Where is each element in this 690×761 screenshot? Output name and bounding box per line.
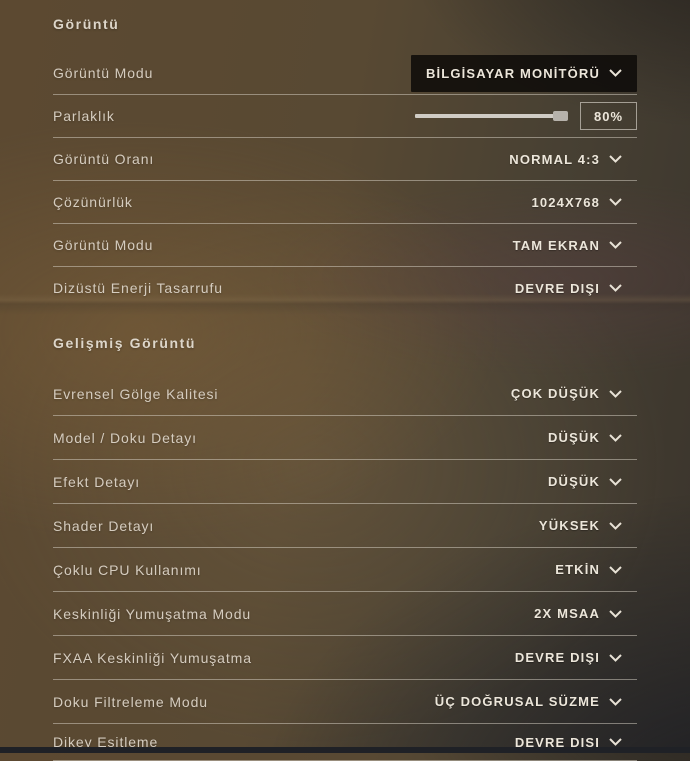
- model-texture-detail-dropdown[interactable]: DÜŞÜK: [548, 430, 637, 445]
- setting-row: Evrensel Gölge Kalitesi ÇOK DÜŞÜK: [53, 372, 637, 416]
- setting-row: Görüntü Modu TAM EKRAN: [53, 224, 637, 267]
- chevron-down-icon: [609, 241, 622, 249]
- chevron-down-icon: [609, 609, 622, 618]
- setting-row: Doku Filtreleme Modu ÜÇ DOĞRUSAL SÜZME: [53, 680, 637, 724]
- setting-row: Görüntü Oranı NORMAL 4:3: [53, 138, 637, 181]
- brightness-control: 80%: [415, 102, 637, 130]
- display-mode-dropdown[interactable]: BİLGİSAYAR MONİTÖRÜ: [410, 54, 637, 92]
- section-title-video: Görüntü: [53, 16, 120, 32]
- chevron-down-icon: [609, 477, 622, 486]
- chevron-down-icon: [609, 433, 622, 442]
- setting-label: Shader Detayı: [53, 517, 155, 534]
- setting-label: Dizüstü Enerji Tasarrufu: [53, 280, 223, 296]
- setting-label: Efekt Detayı: [53, 473, 141, 490]
- dropdown-value: DEVRE DIŞI: [514, 650, 600, 665]
- setting-label: Çözünürlük: [53, 194, 133, 210]
- chevron-down-icon: [609, 521, 622, 530]
- advanced-video-settings-group: Evrensel Gölge Kalitesi ÇOK DÜŞÜK Model …: [53, 372, 637, 761]
- multicore-rendering-dropdown[interactable]: ETKİN: [555, 562, 637, 577]
- antialiasing-mode-dropdown[interactable]: 2X MSAA: [534, 606, 637, 621]
- vsync-dropdown[interactable]: DEVRE DIŞI: [515, 735, 637, 750]
- brightness-value: 80%: [580, 102, 637, 130]
- chevron-down-icon: [609, 389, 622, 398]
- dropdown-value: ÜÇ DOĞRUSAL SÜZME: [434, 694, 600, 709]
- setting-row: Görüntü Modu BİLGİSAYAR MONİTÖRÜ: [53, 52, 637, 95]
- setting-row: Dikey Eşitleme DEVRE DIŞI: [53, 724, 637, 761]
- setting-label: Model / Doku Detayı: [53, 429, 197, 446]
- video-settings-group: Görüntü Modu BİLGİSAYAR MONİTÖRÜ Parlakl…: [53, 52, 637, 309]
- window-mode-dropdown[interactable]: TAM EKRAN: [513, 238, 637, 253]
- setting-row: Dizüstü Enerji Tasarrufu DEVRE DIŞI: [53, 267, 637, 309]
- setting-label: Parlaklık: [53, 108, 115, 124]
- dropdown-value: DÜŞÜK: [548, 430, 600, 445]
- dropdown-value: ÇOK DÜŞÜK: [510, 386, 600, 401]
- setting-row: Model / Doku Detayı DÜŞÜK: [53, 416, 637, 460]
- dropdown-value: DÜŞÜK: [548, 474, 600, 489]
- dropdown-value: YÜKSEK: [538, 518, 600, 533]
- chevron-down-icon: [609, 653, 622, 662]
- section-title-advanced-video: Gelişmiş Görüntü: [53, 335, 197, 351]
- setting-label: Çoklu CPU Kullanımı: [53, 561, 202, 578]
- setting-label: Keskinliği Yumuşatma Modu: [53, 605, 252, 622]
- dropdown-value: 2X MSAA: [534, 606, 600, 621]
- next-row-edge: [0, 747, 690, 753]
- global-shadow-quality-dropdown[interactable]: ÇOK DÜŞÜK: [511, 386, 637, 401]
- setting-row: Parlaklık 80%: [53, 95, 637, 138]
- setting-row: Çözünürlük 1024X768: [53, 181, 637, 224]
- brightness-slider-thumb[interactable]: [553, 111, 568, 121]
- shader-detail-dropdown[interactable]: YÜKSEK: [539, 518, 637, 533]
- setting-label: Görüntü Oranı: [53, 151, 155, 167]
- dropdown-value: 1024X768: [531, 194, 600, 210]
- chevron-down-icon: [609, 738, 622, 746]
- effect-detail-dropdown[interactable]: DÜŞÜK: [548, 474, 637, 489]
- dropdown-value: NORMAL 4:3: [509, 151, 600, 167]
- chevron-down-icon: [609, 284, 622, 292]
- fxaa-antialiasing-dropdown[interactable]: DEVRE DIŞI: [515, 650, 637, 665]
- aspect-ratio-dropdown[interactable]: NORMAL 4:3: [509, 152, 637, 167]
- setting-label: Doku Filtreleme Modu: [53, 693, 208, 710]
- setting-label: FXAA Keskinliği Yumuşatma: [53, 649, 252, 666]
- setting-label: Görüntü Modu: [53, 65, 154, 81]
- dropdown-value: DEVRE DIŞI: [514, 280, 600, 296]
- setting-row: Çoklu CPU Kullanımı ETKİN: [53, 548, 637, 592]
- setting-row: FXAA Keskinliği Yumuşatma DEVRE DIŞI: [53, 636, 637, 680]
- chevron-down-icon: [609, 155, 622, 163]
- setting-label: Dikey Eşitleme: [53, 734, 159, 750]
- dropdown-value: TAM EKRAN: [512, 237, 600, 253]
- setting-label: Evrensel Gölge Kalitesi: [53, 385, 219, 402]
- chevron-down-icon: [609, 565, 622, 574]
- setting-row: Keskinliği Yumuşatma Modu 2X MSAA: [53, 592, 637, 636]
- resolution-dropdown[interactable]: 1024X768: [532, 195, 637, 210]
- laptop-power-savings-dropdown[interactable]: DEVRE DIŞI: [515, 281, 637, 296]
- setting-row: Efekt Detayı DÜŞÜK: [53, 460, 637, 504]
- setting-label: Görüntü Modu: [53, 237, 154, 253]
- chevron-down-icon: [609, 697, 622, 706]
- setting-row: Shader Detayı YÜKSEK: [53, 504, 637, 548]
- texture-filtering-mode-dropdown[interactable]: ÜÇ DOĞRUSAL SÜZME: [435, 694, 637, 709]
- brightness-slider[interactable]: [415, 111, 568, 121]
- chevron-down-icon: [609, 198, 622, 206]
- chevron-down-icon: [609, 69, 622, 77]
- dropdown-value: ETKİN: [555, 562, 600, 577]
- dropdown-value: DEVRE DIŞI: [514, 734, 600, 750]
- dropdown-value: BİLGİSAYAR MONİTÖRÜ: [425, 65, 600, 81]
